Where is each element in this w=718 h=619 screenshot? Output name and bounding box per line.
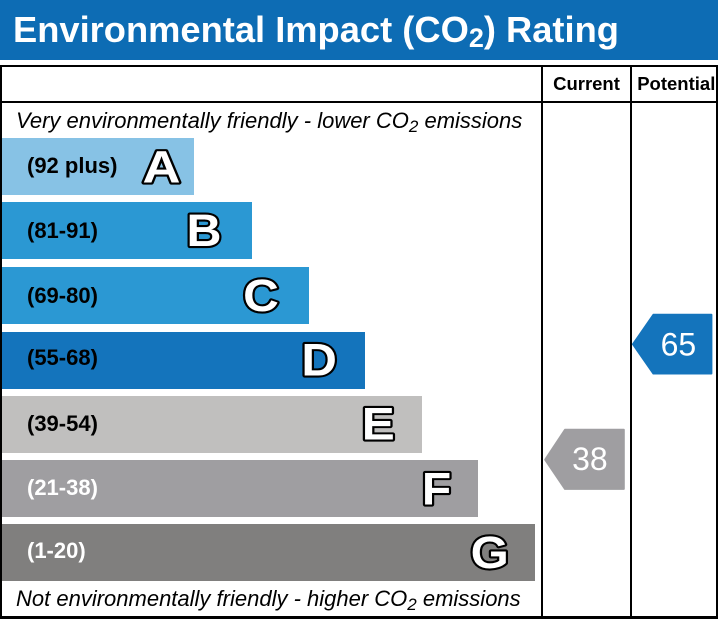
svg-text:E: E [362, 399, 395, 450]
svg-text:F: F [422, 464, 451, 515]
svg-text:B: B [187, 205, 222, 256]
svg-text:65: 65 [661, 327, 697, 363]
svg-text:C: C [243, 270, 279, 321]
svg-text:D: D [301, 335, 337, 386]
svg-text:G: G [471, 527, 509, 578]
svg-text:38: 38 [572, 441, 608, 477]
svg-text:A: A [143, 141, 181, 192]
